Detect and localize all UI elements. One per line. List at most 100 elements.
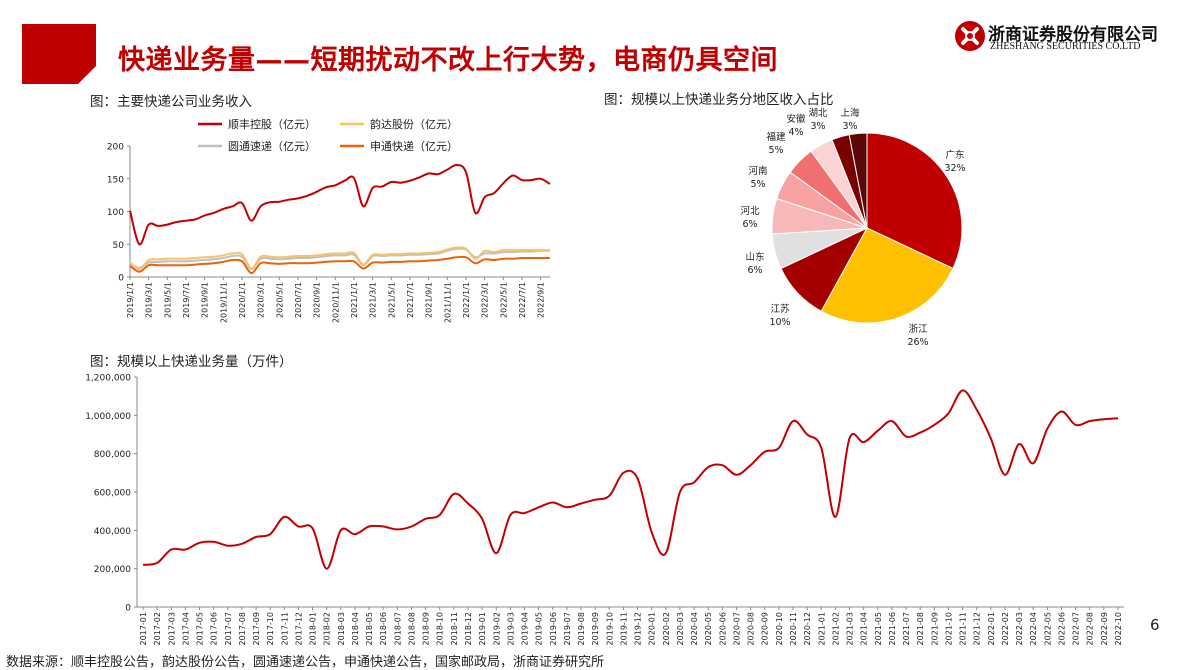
x-tick-label: 2018-12 (464, 612, 473, 645)
x-tick-label: 2021-01 (817, 612, 826, 645)
x-tick-label: 2022-06 (1057, 612, 1066, 645)
x-tick-label: 2020-07 (732, 612, 741, 645)
x-tick-label: 2018-04 (351, 612, 360, 645)
series-line (142, 389, 1119, 570)
x-tick-label: 2019-02 (492, 612, 501, 645)
x-tick-label: 2019-06 (549, 612, 558, 645)
x-tick-label: 2021/5/1 (387, 282, 396, 318)
x-tick-label: 2020-04 (690, 612, 699, 645)
x-tick-label: 2020-12 (803, 612, 812, 645)
legend-label: 韵达股份（亿元） (370, 117, 458, 131)
x-tick-label: 2021-12 (973, 612, 982, 645)
legend-label: 顺丰控股（亿元） (228, 117, 316, 131)
x-tick-label: 2020/1/1 (238, 282, 247, 318)
legend-item: 顺丰控股（亿元） (198, 117, 316, 131)
slice-percent: 6% (742, 219, 757, 230)
x-tick-label: 2021-04 (860, 612, 869, 645)
page-title: 快递业务量——短期扰动不改上行大势，电商仍具空间 (118, 45, 778, 76)
y-tick-label: 200,000 (94, 565, 131, 575)
y-tick-label: 1,200,000 (85, 374, 131, 384)
company-revenue-line-chart: 顺丰控股（亿元） 韵达股份（亿元） 圆通速递（亿元） 申通快递（亿元） 0 50 100 15… (107, 117, 551, 323)
x-tick-label: 2020-03 (676, 612, 685, 645)
x-tick-label: 2019-07 (563, 612, 572, 645)
x-tick-label: 2022-02 (1001, 612, 1010, 645)
x-tick-label: 2021-07 (902, 612, 911, 645)
x-tick-label: 2022/9/1 (537, 282, 546, 318)
x-tick-label: 2017-11 (280, 612, 289, 645)
x-tick-label: 2020-06 (718, 612, 727, 645)
x-tick-label: 2020-05 (704, 612, 713, 645)
x-tick-label: 2018-11 (450, 612, 459, 645)
x-tick-label: 2019-03 (506, 612, 515, 645)
series-line (129, 246, 550, 271)
region-pie-title: 图：规模以上快递业务分地区收入占比 (604, 92, 834, 108)
x-tick-label: 2017-03 (167, 612, 176, 645)
slice-label: 上海 (840, 107, 860, 119)
x-tick-label: 2020-09 (761, 612, 770, 645)
legend-label: 申通快递（亿元） (370, 139, 458, 153)
company-name-en: ZHESHANG SECURITIES CO.LTD (990, 41, 1141, 52)
x-tick-label: 2017-05 (196, 612, 205, 645)
x-tick-label: 2022/3/1 (481, 282, 490, 318)
slice-percent: 5% (750, 179, 765, 190)
legend-item: 韵达股份（亿元） (340, 117, 458, 131)
x-tick-label: 2017-12 (294, 612, 303, 645)
slice-label: 山东 (745, 251, 764, 263)
x-tick-label: 2021-11 (959, 612, 968, 645)
x-tick-label: 2022-10 (1114, 612, 1123, 645)
series-line (129, 163, 551, 246)
x-tick-label: 2018-05 (365, 612, 374, 645)
x-tick-label: 2021/3/1 (369, 282, 378, 318)
slice-percent: 32% (944, 163, 965, 174)
x-tick-label: 2018-10 (436, 612, 445, 645)
x-tick-label: 2019-05 (535, 612, 544, 645)
x-tick-label: 2017-07 (224, 612, 233, 645)
x-tick-label: 2018-06 (379, 612, 388, 645)
series-line (129, 255, 550, 275)
x-tick-label: 2020/3/1 (257, 282, 266, 318)
y-tick-label: 1,000,000 (85, 412, 131, 422)
x-tick-label: 2017-01 (139, 612, 148, 645)
slice-percent: 10% (769, 317, 790, 328)
x-tick-label: 2020-11 (789, 612, 798, 645)
x-tick-label: 2022-04 (1029, 612, 1038, 645)
pie-slice (866, 132, 963, 270)
x-tick-label: 2018-02 (323, 612, 332, 645)
x-tick-label: 2022-07 (1072, 612, 1081, 645)
x-tick-label: 2018-01 (309, 612, 318, 645)
slice-percent: 4% (788, 127, 803, 138)
y-tick-label: 400,000 (94, 527, 131, 537)
x-tick-label: 2021/7/1 (406, 282, 415, 318)
x-tick-label: 2021/1/1 (350, 282, 359, 318)
x-tick-label: 2019/1/1 (126, 282, 135, 318)
slice-label: 广东 (945, 149, 964, 161)
x-tick-label: 2022/1/1 (462, 282, 471, 318)
x-tick-label: 2021-03 (846, 612, 855, 645)
slice-label: 江苏 (770, 303, 790, 315)
x-tick-label: 2019-09 (591, 612, 600, 645)
x-tick-label: 2021-09 (930, 612, 939, 645)
x-tick-label: 2021-08 (916, 612, 925, 645)
express-volume-line-chart: 0 200,000 400,000 600,000 800,000 1,000,000 1,… (85, 374, 1124, 645)
x-tick-label: 2019-08 (577, 612, 586, 645)
y-tick-label: 0 (125, 604, 131, 614)
x-tick-label: 2022/5/1 (499, 282, 508, 318)
x-tick-label: 2019/9/1 (201, 282, 210, 318)
x-tick-label: 2017-10 (266, 612, 275, 645)
x-tick-label: 2020/7/1 (294, 282, 303, 318)
x-tick-label: 2019-11 (619, 612, 628, 645)
revenue-chart-title: 图：主要快递公司业务收入 (90, 94, 252, 110)
x-tick-label: 2020-10 (775, 612, 784, 645)
x-tick-label: 2019-10 (605, 612, 614, 645)
x-tick-label: 2019/3/1 (145, 282, 154, 318)
x-tick-label: 2020-08 (747, 612, 756, 645)
x-tick-label: 2018-09 (422, 612, 431, 645)
region-revenue-pie-chart: 广东32%浙江26%江苏10%山东6%河北6%河南5%福建5%安徽4%湖北3%上… (740, 107, 965, 348)
x-tick-label: 2019/5/1 (163, 282, 172, 318)
volume-chart-title: 图：规模以上快递业务量（万件） (90, 354, 293, 370)
x-tick-label: 2018-07 (393, 612, 402, 645)
x-tick-label: 2018-03 (337, 612, 346, 645)
x-tick-label: 2021/11/1 (443, 282, 452, 323)
x-tick-label: 2020/9/1 (313, 282, 322, 318)
x-tick-label: 2020/5/1 (275, 282, 284, 318)
